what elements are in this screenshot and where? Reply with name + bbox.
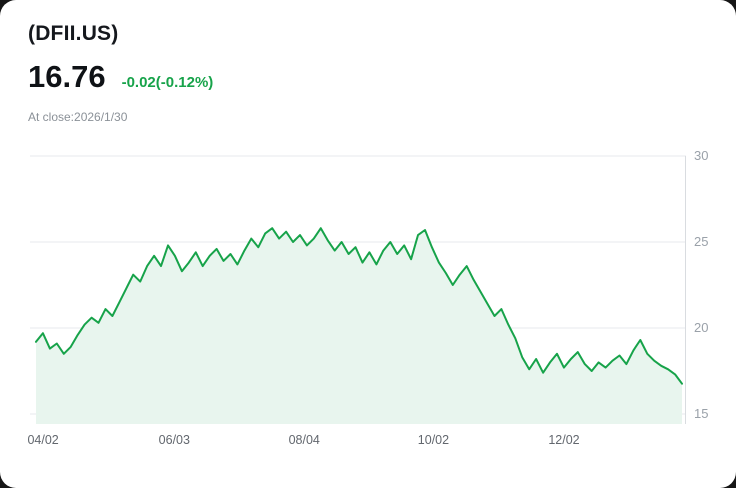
y-tick-label: 30	[694, 148, 709, 163]
price-value: 16.76	[28, 59, 106, 94]
area-chart-svg	[30, 155, 686, 424]
price-area-chart[interactable]: 15 20 25 30 04/02 06/03 08/04 10/02 12/02	[0, 146, 736, 458]
price-row: 16.76 -0.02(-0.12%)	[28, 59, 708, 95]
area-fill	[36, 228, 682, 424]
price-change: -0.02(-0.12%)	[121, 74, 214, 91]
y-tick-label: 15	[694, 406, 709, 421]
as-of-label: At close:2026/1/30	[28, 110, 128, 124]
y-tick-label: 20	[694, 320, 709, 335]
x-tick-label: 12/02	[548, 433, 580, 447]
x-tick-label: 10/02	[417, 433, 450, 447]
x-tick-label: 04/02	[27, 433, 59, 447]
y-tick-label: 25	[694, 234, 709, 249]
x-tick-label: 08/04	[288, 433, 320, 447]
x-tick-label: 06/03	[158, 433, 190, 447]
price-line	[35, 227, 683, 385]
symbol-title: (DFII.US)	[28, 22, 119, 45]
